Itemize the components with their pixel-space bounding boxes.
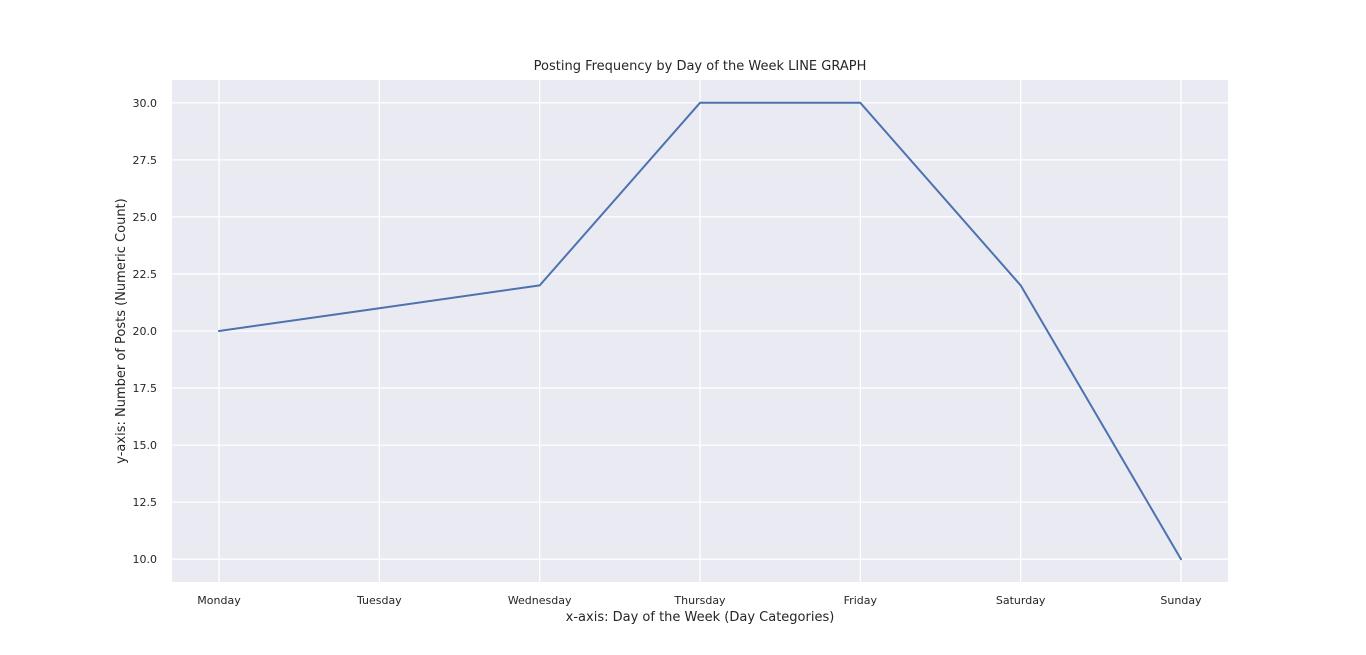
y-tick-label: 20.0 xyxy=(133,325,158,338)
x-tick-label: Tuesday xyxy=(356,594,402,607)
y-tick-label: 17.5 xyxy=(133,382,158,395)
x-tick-label: Wednesday xyxy=(508,594,572,607)
x-tick-label: Monday xyxy=(197,594,241,607)
data-point xyxy=(538,284,541,287)
y-tick-label: 10.0 xyxy=(133,553,158,566)
y-tick-label: 15.0 xyxy=(133,439,158,452)
y-tick-label: 12.5 xyxy=(133,496,158,509)
x-tick-label: Thursday xyxy=(673,594,726,607)
y-tick-label: 30.0 xyxy=(133,97,158,110)
chart-title: Posting Frequency by Day of the Week LIN… xyxy=(534,59,867,74)
x-tick-label: Sunday xyxy=(1160,594,1202,607)
data-point xyxy=(699,102,701,104)
data-point xyxy=(859,102,862,104)
series-group xyxy=(218,101,1182,561)
y-tick-labels: 10.0 12.5 15.0 17.5 20.0 22.5 25.0 27.5 30.0 xyxy=(133,97,158,566)
x-tick-labels: Monday Tuesday Wednesday Thursday Friday Satu… xyxy=(197,594,1202,607)
data-point xyxy=(218,330,220,332)
x-tick-label: Friday xyxy=(844,594,878,607)
x-axis-label: x-axis: Day of the Week (Day Categories) xyxy=(566,610,835,625)
y-axis-label: y-axis: Number of Posts (Numeric Count) xyxy=(114,198,129,463)
data-point xyxy=(1019,284,1022,287)
data-point xyxy=(1180,558,1182,560)
y-tick-label: 25.0 xyxy=(133,211,158,224)
y-tick-label: 22.5 xyxy=(133,268,158,281)
data-point xyxy=(378,307,381,309)
y-tick-label: 27.5 xyxy=(133,154,158,167)
x-tick-label: Saturday xyxy=(996,594,1046,607)
